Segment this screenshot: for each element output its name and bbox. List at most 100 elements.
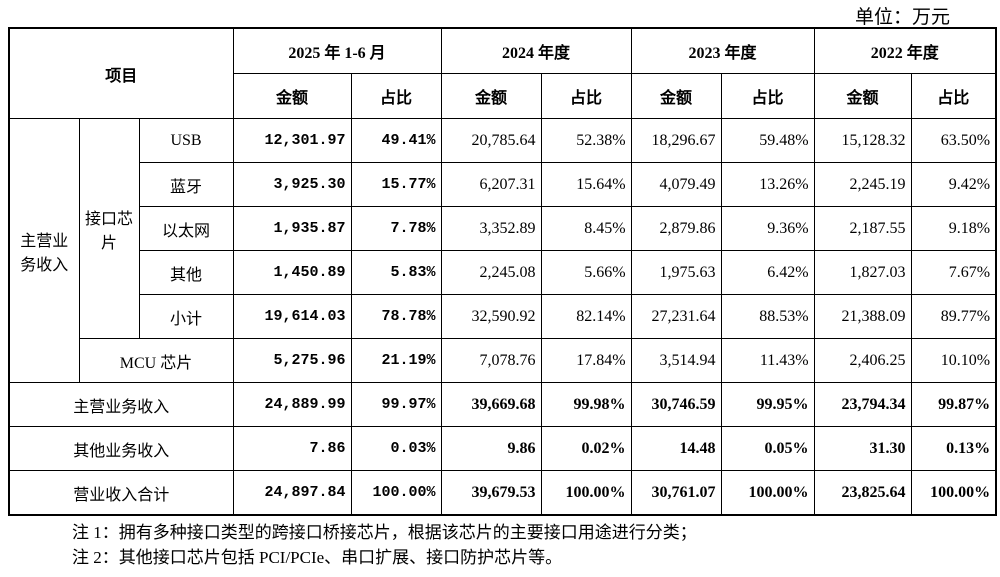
header-cell: 占比: [350, 73, 442, 119]
table-row: 小计 19,614.03 78.78% 32,590.92 82.14% 27,231.6…: [9, 294, 997, 339]
value-cell: 23,825.64: [813, 470, 912, 516]
value-cell: 19,614.03: [232, 294, 352, 339]
value-cell: 3,514.94: [630, 338, 722, 383]
value-cell: 10.10%: [910, 338, 997, 383]
row-label: USB: [138, 118, 234, 163]
table-row: 主营业务收入 接口芯片 USB 12,301.97 49.41% 20,785.64 52.…: [8, 118, 997, 383]
value-cell: 100.00%: [540, 470, 632, 516]
value-cell: 21.19%: [350, 338, 442, 383]
value-cell: 0.02%: [540, 426, 632, 471]
value-cell: 24,889.99: [232, 382, 352, 427]
value-cell: 2,245.19: [813, 162, 912, 207]
header-cell: 金额: [440, 73, 542, 119]
value-cell: 9.18%: [910, 206, 997, 251]
table-row: 其他 1,450.89 5.83% 2,245.08 5.66% 1,975.63 6.42…: [9, 250, 997, 295]
table-row: 其他业务收入 7.86 0.03% 9.86 0.02% 14.48 0.05% 31.30 0…: [8, 426, 997, 471]
header-cell: 占比: [540, 73, 632, 119]
value-cell: 1,827.03: [813, 250, 912, 295]
value-cell: 82.14%: [540, 294, 632, 339]
value-cell: 1,450.89: [232, 250, 352, 295]
value-cell: 30,761.07: [630, 470, 722, 516]
value-cell: 14.48: [630, 426, 722, 471]
period-header: 2023 年度: [630, 27, 815, 74]
value-cell: 63.50%: [910, 118, 997, 163]
value-cell: 21,388.09: [813, 294, 912, 339]
value-cell: 18,296.67: [630, 118, 722, 163]
value-cell: 2,879.86: [630, 206, 722, 251]
value-cell: 20,785.64: [440, 118, 542, 163]
revenue-table: 项目 2025 年 1-6 月 2024 年度 2023 年度 2022 年度 金额 占比金…: [8, 27, 998, 516]
group-label: 主营业务收入: [8, 118, 80, 383]
value-cell: 6.42%: [720, 250, 815, 295]
table-row: 营业收入合计 24,897.84 100.00% 39,679.53 100.00% 30…: [8, 470, 997, 516]
row-label: 主营业务收入: [8, 382, 234, 427]
value-cell: 4,079.49: [630, 162, 722, 207]
value-cell: 1,935.87: [232, 206, 352, 251]
row-label: MCU 芯片: [78, 338, 234, 383]
unit-label: 单位：万元: [854, 7, 950, 28]
value-cell: 2,406.25: [813, 338, 912, 383]
row-label: 其他: [138, 250, 234, 295]
period-header: 2024 年度: [440, 27, 632, 74]
header-cell: 金额: [630, 73, 722, 119]
table-row: 主营业务收入 24,889.99 99.97% 39,669.68 99.98% 30,7…: [8, 382, 997, 427]
value-cell: 89.77%: [910, 294, 997, 339]
value-cell: 7.67%: [910, 250, 997, 295]
value-cell: 5.83%: [350, 250, 442, 295]
value-cell: 7.86: [232, 426, 352, 471]
value-cell: 15.64%: [540, 162, 632, 207]
value-cell: 13.26%: [720, 162, 815, 207]
value-cell: 99.97%: [350, 382, 442, 427]
value-cell: 3,925.30: [232, 162, 352, 207]
header-cell: 金额: [813, 73, 912, 119]
value-cell: 32,590.92: [440, 294, 542, 339]
value-cell: 8.45%: [540, 206, 632, 251]
value-cell: 0.05%: [720, 426, 815, 471]
value-cell: 52.38%: [540, 118, 632, 163]
value-cell: 2,187.55: [813, 206, 912, 251]
value-cell: 0.03%: [350, 426, 442, 471]
value-cell: 12,301.97: [232, 118, 352, 163]
value-cell: 6,207.31: [440, 162, 542, 207]
value-cell: 31.30: [813, 426, 912, 471]
value-cell: 15.77%: [350, 162, 442, 207]
value-cell: 24,897.84: [232, 470, 352, 516]
value-cell: 2,245.08: [440, 250, 542, 295]
value-cell: 99.87%: [910, 382, 997, 427]
header-cell: 金额: [232, 73, 352, 119]
period-header: 2022 年度: [813, 27, 997, 74]
value-cell: 100.00%: [720, 470, 815, 516]
value-cell: 5.66%: [540, 250, 632, 295]
value-cell: 39,679.53: [440, 470, 542, 516]
header-cell: 项目: [8, 27, 234, 119]
note: 注 2：其他接口芯片包括 PCI/PCIe、串口扩展、接口防护芯片等。: [72, 548, 563, 567]
value-cell: 9.42%: [910, 162, 997, 207]
value-cell: 1,975.63: [630, 250, 722, 295]
period-header: 2025 年 1-6 月: [232, 27, 442, 74]
value-cell: 7.78%: [350, 206, 442, 251]
value-cell: 9.86: [440, 426, 542, 471]
value-cell: 11.43%: [720, 338, 815, 383]
table-row: 蓝牙 3,925.30 15.77% 6,207.31 15.64% 4,079.49 13…: [9, 162, 997, 207]
table-row: 以太网 1,935.87 7.78% 3,352.89 8.45% 2,879.86 9.3…: [9, 206, 997, 251]
row-label: 以太网: [138, 206, 234, 251]
value-cell: 0.13%: [910, 426, 997, 471]
value-cell: 5,275.96: [232, 338, 352, 383]
row-label: 小计: [138, 294, 234, 339]
value-cell: 27,231.64: [630, 294, 722, 339]
value-cell: 99.98%: [540, 382, 632, 427]
value-cell: 17.84%: [540, 338, 632, 383]
value-cell: 7,078.76: [440, 338, 542, 383]
header-row: 金额 占比 金额 占比 金额 占比 金额 占比: [9, 73, 997, 119]
value-cell: 99.95%: [720, 382, 815, 427]
header-cell: 占比: [910, 73, 997, 119]
value-cell: 88.53%: [720, 294, 815, 339]
value-cell: 59.48%: [720, 118, 815, 163]
header-cell: 占比: [720, 73, 815, 119]
value-cell: 100.00%: [910, 470, 997, 516]
value-cell: 3,352.89: [440, 206, 542, 251]
row-label: 其他业务收入: [8, 426, 234, 471]
table-row: MCU 芯片 5,275.96 21.19% 7,078.76 17.84% 3,514.…: [9, 338, 997, 383]
header-row: 项目 2025 年 1-6 月 2024 年度 2023 年度 2022 年度: [8, 27, 997, 119]
